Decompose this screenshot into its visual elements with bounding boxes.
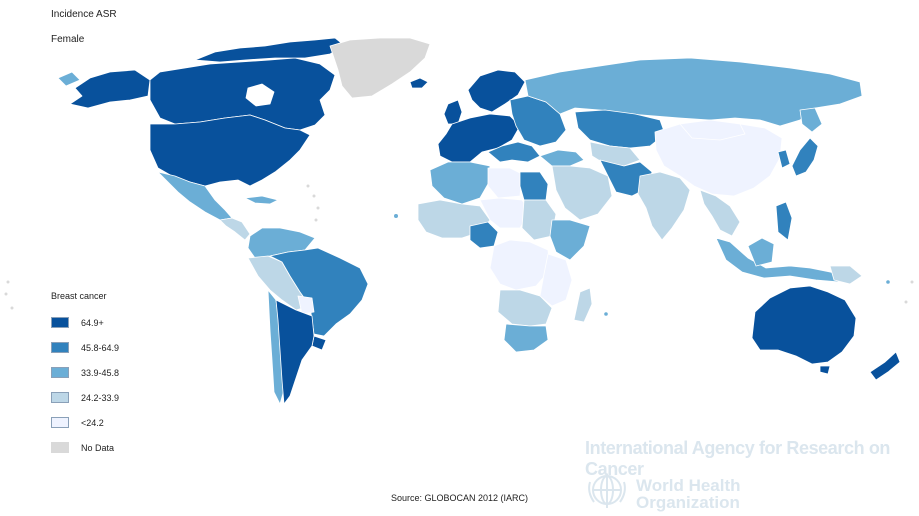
region-morocco-algeria (429, 161, 491, 205)
region-middle-east (551, 165, 613, 221)
region-tasmania (819, 365, 831, 375)
legend-label: <24.2 (81, 417, 104, 428)
legend-title: Breast cancer (51, 291, 107, 301)
region-horn-of-africa (549, 219, 591, 261)
region-far-east (799, 107, 823, 133)
legend-swatch (51, 392, 69, 403)
legend: Breast cancer 64.9+ 45.8-64.9 33.9-45.8 … (51, 291, 119, 460)
region-egypt (519, 171, 549, 201)
region-indonesia (715, 237, 847, 283)
region-iceland (409, 77, 429, 89)
region-uruguay (311, 335, 327, 351)
legend-item: 45.8-64.9 (51, 335, 119, 360)
region-india (637, 171, 691, 241)
legend-label: 33.9-45.8 (81, 367, 120, 378)
legend-swatch (51, 367, 69, 378)
who-watermark-line2: Organization (636, 493, 740, 512)
region-alaska-west (57, 71, 81, 87)
who-logo-icon (588, 474, 626, 508)
region-libya (487, 167, 523, 199)
legend-swatch (51, 342, 69, 353)
legend-swatch (51, 317, 69, 328)
region-arctic-islands (194, 37, 346, 63)
region-central-africa (489, 239, 551, 291)
legend-swatch (51, 417, 69, 428)
region-caribbean (244, 195, 279, 205)
legend-item: 24.2-33.9 (51, 385, 119, 410)
region-kazakhstan (574, 109, 666, 149)
region-madagascar (573, 287, 593, 323)
region-borneo (747, 237, 775, 267)
region-new-zealand (869, 351, 901, 381)
legend-swatch (51, 442, 69, 453)
legend-label: 45.8-64.9 (81, 342, 120, 353)
region-greenland (329, 37, 431, 99)
region-turkey (539, 149, 585, 167)
region-central-america (219, 217, 251, 241)
region-western-europe (437, 113, 521, 163)
region-south-africa (503, 323, 549, 353)
region-southern-africa-north (497, 289, 553, 327)
map-subtitle: Female (51, 34, 85, 45)
region-papua-new-guinea (829, 265, 863, 285)
who-watermark-line1: World Health (636, 476, 741, 495)
iarc-watermark: International Agency for Research on Can… (585, 438, 891, 479)
region-east-africa (539, 253, 573, 307)
region-russia (524, 57, 863, 127)
region-hudson-bay (245, 83, 275, 107)
who-watermark: World Health Organization (636, 477, 741, 511)
legend-label: 64.9+ (81, 317, 104, 328)
region-mongolia (679, 119, 746, 141)
region-nigeria (469, 221, 499, 249)
region-australia (751, 285, 857, 365)
region-brazil (269, 247, 369, 337)
region-paraguay (297, 295, 315, 315)
source-note: Source: GLOBOCAN 2012 (IARC) (390, 493, 529, 503)
map-title: Incidence ASR (51, 9, 117, 20)
legend-label: 24.2-33.9 (81, 392, 120, 403)
legend-label: No Data (81, 442, 115, 453)
region-alaska (69, 69, 151, 109)
legend-item: <24.2 (51, 410, 119, 435)
legend-item: 64.9+ (51, 310, 119, 335)
region-southeast-asia (699, 189, 741, 237)
region-philippines (775, 201, 793, 241)
region-scandinavia (467, 69, 526, 113)
region-central-asia (589, 141, 641, 167)
region-japan (791, 137, 819, 177)
region-uk (443, 99, 463, 125)
legend-item: No Data (51, 435, 119, 460)
region-korea (777, 149, 791, 169)
region-argentina (275, 299, 315, 405)
legend-item: 33.9-45.8 (51, 360, 119, 385)
